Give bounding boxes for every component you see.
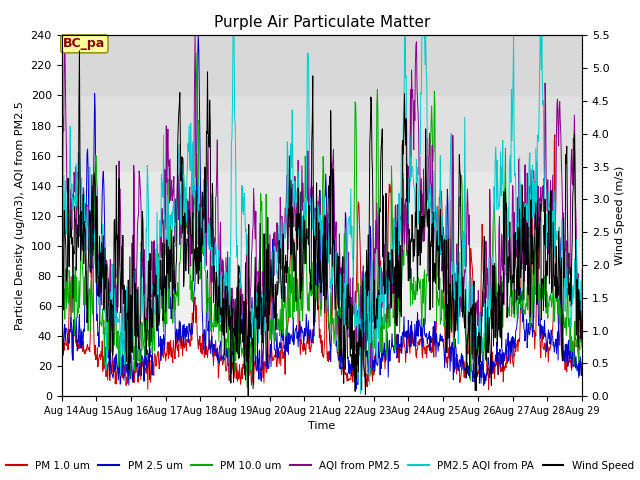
Bar	[61, 170, 582, 246]
Y-axis label: Particle Density (ug/m3), AQI from PM2.5: Particle Density (ug/m3), AQI from PM2.5	[15, 101, 25, 330]
Title: Purple Air Particulate Matter: Purple Air Particulate Matter	[214, 15, 430, 30]
Bar	[61, 321, 582, 396]
Bar	[61, 36, 582, 96]
Text: BC_pa: BC_pa	[63, 37, 106, 50]
Bar	[61, 246, 582, 321]
Y-axis label: Wind Speed (m/s): Wind Speed (m/s)	[615, 166, 625, 265]
X-axis label: Time: Time	[308, 421, 335, 432]
Bar	[61, 96, 582, 170]
Legend: PM 1.0 um, PM 2.5 um, PM 10.0 um, AQI from PM2.5, PM2.5 AQI from PA, Wind Speed: PM 1.0 um, PM 2.5 um, PM 10.0 um, AQI fr…	[2, 456, 638, 475]
